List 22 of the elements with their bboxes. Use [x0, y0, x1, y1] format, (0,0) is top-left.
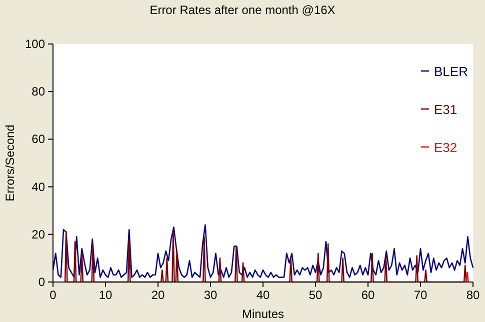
legend-label: BLER: [434, 64, 468, 79]
x-tick-label: 50: [308, 288, 322, 302]
x-tick-label: 20: [151, 288, 165, 302]
y-tick-label: 0: [38, 275, 46, 289]
line-series: [52, 224, 474, 278]
y-tick-label: 100: [24, 37, 46, 51]
x-tick-label: 30: [204, 288, 218, 302]
y-tick-label: 40: [32, 180, 46, 194]
legend-label: E31: [434, 102, 458, 117]
x-tick-label: 80: [466, 288, 480, 302]
chart-title: Error Rates after one month @16X: [150, 3, 336, 17]
legend-label: E32: [434, 140, 458, 155]
y-tick-label: 60: [32, 132, 46, 146]
y-axis-title: Errors/Second: [3, 124, 17, 202]
x-tick-label: 40: [256, 288, 270, 302]
x-axis-title: Minutes: [242, 307, 284, 321]
x-tick-label: 0: [50, 288, 57, 302]
x-tick-label: 60: [361, 288, 375, 302]
x-tick-label: 70: [414, 288, 428, 302]
x-tick-label: 10: [98, 288, 112, 302]
y-tick-label: 80: [32, 84, 46, 99]
y-tick-label: 20: [32, 227, 46, 242]
